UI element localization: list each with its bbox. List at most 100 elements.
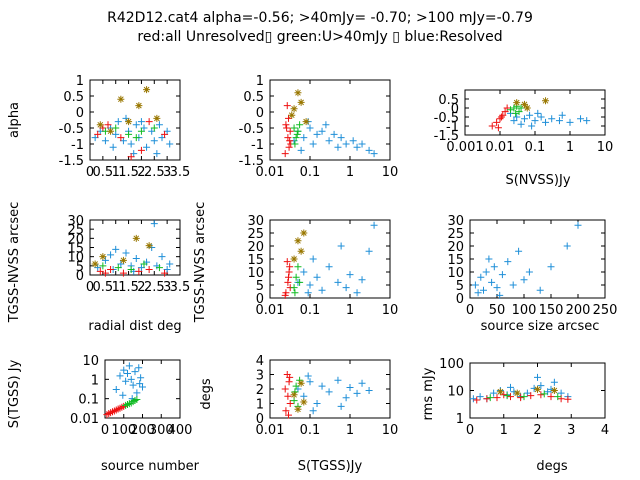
- y-tick-label: 2: [256, 383, 264, 398]
- data-point-blue: [112, 130, 120, 138]
- plot-frame: [269, 79, 391, 161]
- y-tick-label: 30: [67, 214, 84, 229]
- data-point-red: [284, 134, 292, 142]
- data-point-blue: [583, 117, 591, 125]
- data-point-blue: [474, 289, 482, 297]
- data-point-blue: [158, 253, 166, 261]
- data-point-green: [294, 263, 302, 271]
- data-point-red: [286, 137, 294, 145]
- data-point-blue: [537, 382, 545, 390]
- data-point-olive: [107, 127, 115, 135]
- data-point-red: [286, 400, 294, 407]
- data-point-blue: [534, 109, 542, 117]
- data-point-green: [296, 376, 304, 384]
- data-point-blue: [122, 377, 130, 385]
- data-point-blue: [358, 140, 366, 148]
- data-point-blue: [480, 286, 487, 294]
- x-tick-label: 2: [137, 165, 145, 180]
- data-point-blue: [132, 121, 140, 129]
- data-point-blue: [294, 385, 302, 393]
- data-point-green: [292, 134, 300, 142]
- data-point-blue: [353, 389, 361, 397]
- data-point-red: [137, 146, 145, 154]
- y-tick-label: 1: [256, 74, 264, 89]
- x-tick-label: 0: [101, 423, 109, 438]
- data-point-blue: [313, 400, 321, 407]
- x-tick-label: 3: [163, 280, 171, 295]
- data-point-blue: [313, 130, 321, 138]
- x-tick-label: 100: [512, 303, 537, 318]
- y-axis-label: TGSS-NVSS arcsec: [7, 202, 22, 324]
- data-point-blue: [542, 118, 550, 126]
- data-point-blue: [358, 276, 366, 284]
- plot-frame: [464, 89, 606, 136]
- data-point-red: [94, 130, 102, 138]
- y-axis-label: S(TGSS) Jy: [7, 359, 22, 428]
- data-point-blue: [469, 395, 477, 403]
- data-point-green: [127, 266, 135, 273]
- data-point-red: [286, 127, 294, 135]
- data-point-blue: [112, 385, 120, 393]
- data-point-red: [281, 291, 289, 299]
- data-point-blue: [127, 140, 135, 148]
- data-point-olive: [153, 114, 161, 122]
- x-tick-label: 0.1: [300, 423, 321, 438]
- data-point-blue: [109, 143, 117, 151]
- data-point-blue: [548, 115, 556, 123]
- data-point-olive: [290, 105, 298, 113]
- x-tick-label: 2.5: [144, 280, 165, 295]
- data-point-red: [488, 122, 496, 130]
- data-point-blue: [334, 376, 342, 384]
- data-point-blue: [306, 378, 314, 386]
- x-tick-label: 400: [168, 423, 193, 438]
- data-point-blue: [101, 137, 109, 145]
- data-point-green: [112, 124, 120, 132]
- x-tick-label: 0: [86, 165, 94, 180]
- data-point-red: [507, 393, 514, 401]
- data-point-blue: [493, 284, 501, 292]
- data-point-blue: [490, 389, 498, 397]
- x-tick-label: 1: [112, 280, 120, 295]
- x-axis-label: source size arcsec: [481, 319, 600, 334]
- y-tick-label: 15: [67, 242, 84, 257]
- data-point-olive: [117, 95, 125, 103]
- data-point-olive: [300, 229, 308, 237]
- x-tick-label: 0: [466, 303, 474, 318]
- x-tick-label: 1: [112, 165, 120, 180]
- data-point-olive: [300, 398, 308, 406]
- data-point-olive: [297, 247, 305, 255]
- x-tick-label: 200: [566, 303, 591, 318]
- data-point-blue: [150, 220, 158, 228]
- data-point-blue: [153, 150, 161, 158]
- data-point-olive: [143, 86, 151, 94]
- data-point-olive: [302, 118, 310, 126]
- data-point-red: [494, 124, 502, 132]
- x-tick-label: 150: [539, 303, 564, 318]
- x-tick-label: 0.1: [300, 303, 321, 318]
- title-line-2: red:all Unresolved▯ green:U>40mJy ▯ blue…: [137, 29, 502, 45]
- data-point-olive: [542, 97, 550, 105]
- x-tick-label: 3: [163, 165, 171, 180]
- y-tick-label: 10: [67, 251, 84, 266]
- x-tick-label: 10: [382, 165, 399, 180]
- data-point-olive: [297, 98, 305, 106]
- y-tick-label: 10: [82, 354, 99, 369]
- data-point-blue: [342, 284, 350, 292]
- data-point-blue: [365, 386, 373, 394]
- data-point-red: [284, 114, 292, 122]
- data-point-red: [104, 121, 112, 129]
- data-point-blue: [112, 245, 120, 253]
- data-point-green: [291, 289, 299, 297]
- data-point-olive: [496, 388, 504, 396]
- data-point-olive: [290, 391, 298, 399]
- data-point-blue: [119, 391, 127, 399]
- data-point-olive: [297, 379, 305, 387]
- data-point-green: [292, 382, 300, 390]
- x-axis-label: source number: [101, 459, 200, 474]
- data-point-blue: [477, 273, 485, 281]
- data-point-blue: [318, 382, 326, 390]
- panels: 00.511.522.533.510.50-0.5-1-1.5alpha0.01…: [7, 74, 617, 474]
- y-tick-label: -0.5: [434, 111, 459, 126]
